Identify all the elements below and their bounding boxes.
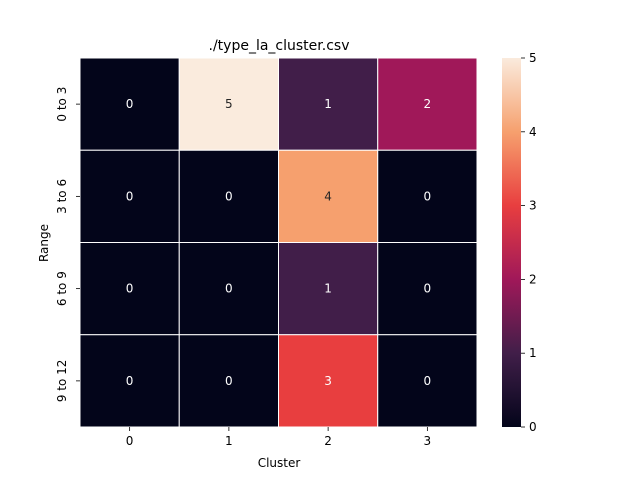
cell-value-label: 0 bbox=[424, 282, 432, 296]
chart-title: ./type_la_cluster.csv bbox=[209, 38, 350, 54]
cell-value-label: 0 bbox=[225, 374, 233, 388]
colorbar-tick-label: 1 bbox=[529, 346, 537, 360]
heatmap-cell bbox=[377, 334, 478, 428]
heatmap-cell bbox=[377, 57, 478, 151]
x-axis-label: Cluster bbox=[258, 456, 301, 470]
colorbar: 0 1 2 3 4 5 bbox=[502, 51, 537, 434]
x-axis: 0 1 2 3 bbox=[126, 427, 431, 448]
heatmap-cell bbox=[278, 334, 379, 428]
x-tick-label: 2 bbox=[324, 434, 332, 448]
cell-value-label: 4 bbox=[324, 189, 332, 203]
y-tick-label: 9 to 12 bbox=[55, 360, 69, 403]
cell-value-label: 0 bbox=[424, 189, 432, 203]
cell-value-label: 3 bbox=[324, 374, 332, 388]
colorbar-tick-label: 3 bbox=[529, 199, 537, 213]
y-tick-label: 0 to 3 bbox=[55, 87, 69, 122]
heatmap-cell bbox=[377, 149, 478, 243]
heatmap-cells: 0 5 1 2 0 0 4 0 0 0 1 0 0 0 3 0 bbox=[79, 57, 478, 428]
cell-value-label: 0 bbox=[126, 189, 134, 203]
cell-value-label: 0 bbox=[424, 374, 432, 388]
x-tick-label: 0 bbox=[126, 434, 134, 448]
heatmap-cell bbox=[377, 242, 478, 336]
cell-value-label: 1 bbox=[324, 282, 332, 296]
heatmap-cell bbox=[79, 334, 180, 428]
heatmap-cell bbox=[278, 57, 379, 151]
cell-value-label: 0 bbox=[225, 189, 233, 203]
heatmap-cell bbox=[79, 57, 180, 151]
cell-value-label: 1 bbox=[324, 97, 332, 111]
cell-value-label: 5 bbox=[225, 97, 233, 111]
heatmap-cell bbox=[178, 57, 279, 151]
cell-value-label: 0 bbox=[126, 97, 134, 111]
y-tick-label: 3 to 6 bbox=[55, 179, 69, 214]
cell-value-label: 0 bbox=[225, 282, 233, 296]
cell-value-label: 0 bbox=[126, 374, 134, 388]
colorbar-tick-label: 5 bbox=[529, 51, 537, 65]
x-tick-label: 1 bbox=[225, 434, 233, 448]
colorbar-gradient bbox=[502, 58, 521, 427]
heatmap-cell bbox=[178, 149, 279, 243]
cell-value-label: 0 bbox=[126, 282, 134, 296]
y-tick-label: 6 to 9 bbox=[55, 271, 69, 306]
heatmap-cell bbox=[178, 242, 279, 336]
colorbar-tick-label: 2 bbox=[529, 272, 537, 286]
x-tick-label: 3 bbox=[424, 434, 432, 448]
colorbar-tick-label: 4 bbox=[529, 125, 537, 139]
colorbar-tick-label: 0 bbox=[529, 420, 537, 434]
cell-value-label: 2 bbox=[424, 97, 432, 111]
y-axis: 0 to 3 3 to 6 6 to 9 9 to 12 bbox=[55, 87, 80, 403]
y-axis-label: Range bbox=[37, 224, 51, 262]
heatmap-cell bbox=[79, 149, 180, 243]
heatmap-cell bbox=[178, 334, 279, 428]
